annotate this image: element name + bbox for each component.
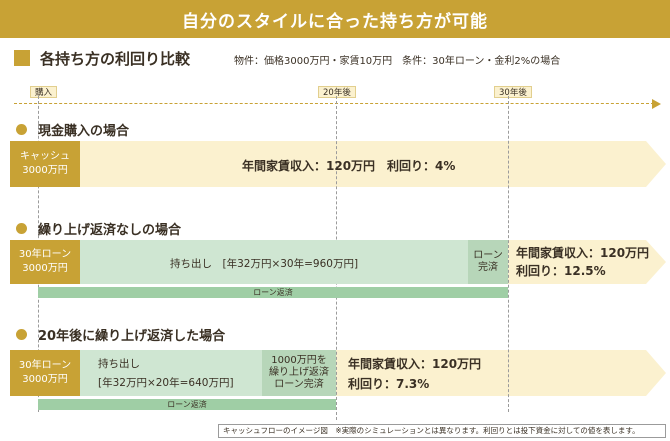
- case2-loan-complete-box: ローン 完済: [468, 240, 508, 284]
- title-bar: 自分のスタイルに合った持ち方が可能: [0, 0, 670, 38]
- case3-outflow-band: [78, 350, 262, 396]
- conditions-note: 物件：価格3000万円・家賃10万円 条件：30年ローン・金利2%の場合: [234, 56, 561, 67]
- timeline-arrowhead-icon: [652, 99, 661, 109]
- case2-result-yield: 利回り：12.5%: [516, 264, 606, 278]
- case2-complete-line2: 完済: [478, 262, 498, 273]
- case1-funding-box: キャッシュ 3000万円: [10, 141, 80, 187]
- case3-funding-box: 30年ローン 3000万円: [10, 350, 80, 396]
- case3-outflow-label: 持ち出し: [98, 358, 140, 370]
- case2-dot-icon: [16, 223, 27, 234]
- timeline-axis: [14, 103, 654, 104]
- case3-funding-line2: 3000万円: [22, 374, 68, 385]
- case2-result-income: 年間家賃収入：120万円: [516, 246, 650, 260]
- case1-result: 年間家賃収入：120万円 利回り：4%: [242, 159, 456, 173]
- case1-funding-line1: キャッシュ: [20, 151, 70, 162]
- case3-complete-line2: 繰り上げ返済: [269, 367, 329, 378]
- heading-square-icon: [14, 50, 30, 66]
- section-heading: 各持ち方の利回り比較: [40, 50, 191, 68]
- case2-outflow-text: 持ち出し [年32万円×30年=960万円]: [170, 258, 359, 270]
- case1-dot-icon: [16, 124, 27, 135]
- case3-funding-line1: 30年ローン: [18, 360, 72, 371]
- case2-funding-line2: 3000万円: [22, 263, 68, 274]
- case3-complete-line3: ローン完済: [274, 379, 324, 390]
- case3-outflow-detail: [年32万円×20年=640万円]: [98, 377, 234, 389]
- case3-prepayment-box: 1000万円を 繰り上げ返済 ローン完済: [262, 350, 336, 396]
- case2-funding-box: 30年ローン 3000万円: [10, 240, 80, 284]
- case2-result-arrow: [508, 240, 666, 284]
- case1-funding-line2: 3000万円: [22, 165, 68, 176]
- case3-title: 20年後に繰り上げ返済した場合: [38, 329, 226, 344]
- case3-repayment-bar: ローン返済: [38, 399, 336, 410]
- case2-outflow-band: [78, 240, 468, 284]
- case1-title: 現金購入の場合: [38, 124, 130, 139]
- timeline-start-label: 購入: [30, 86, 58, 98]
- case1-result-arrow: [78, 141, 666, 187]
- case3-complete-line1: 1000万円を: [271, 355, 327, 366]
- footer-note: キャッシュフローのイメージ図 ※実際のシミュレーションとは異なります。利回りとは…: [218, 424, 666, 438]
- case3-result-arrow: [336, 350, 666, 396]
- timeline-end-label: 30年後: [494, 86, 532, 98]
- timeline-end-guide: [508, 96, 509, 412]
- case3-dot-icon: [16, 329, 27, 340]
- case2-funding-line1: 30年ローン: [18, 249, 72, 260]
- case3-result-yield: 利回り：7.3%: [348, 377, 430, 391]
- case2-complete-line1: ローン: [473, 250, 503, 261]
- page-title: 自分のスタイルに合った持ち方が可能: [182, 11, 488, 32]
- case2-repayment-bar: ローン返済: [38, 287, 508, 298]
- case3-result-income: 年間家賃収入：120万円: [348, 357, 482, 371]
- case2-title: 繰り上げ返済なしの場合: [38, 223, 182, 238]
